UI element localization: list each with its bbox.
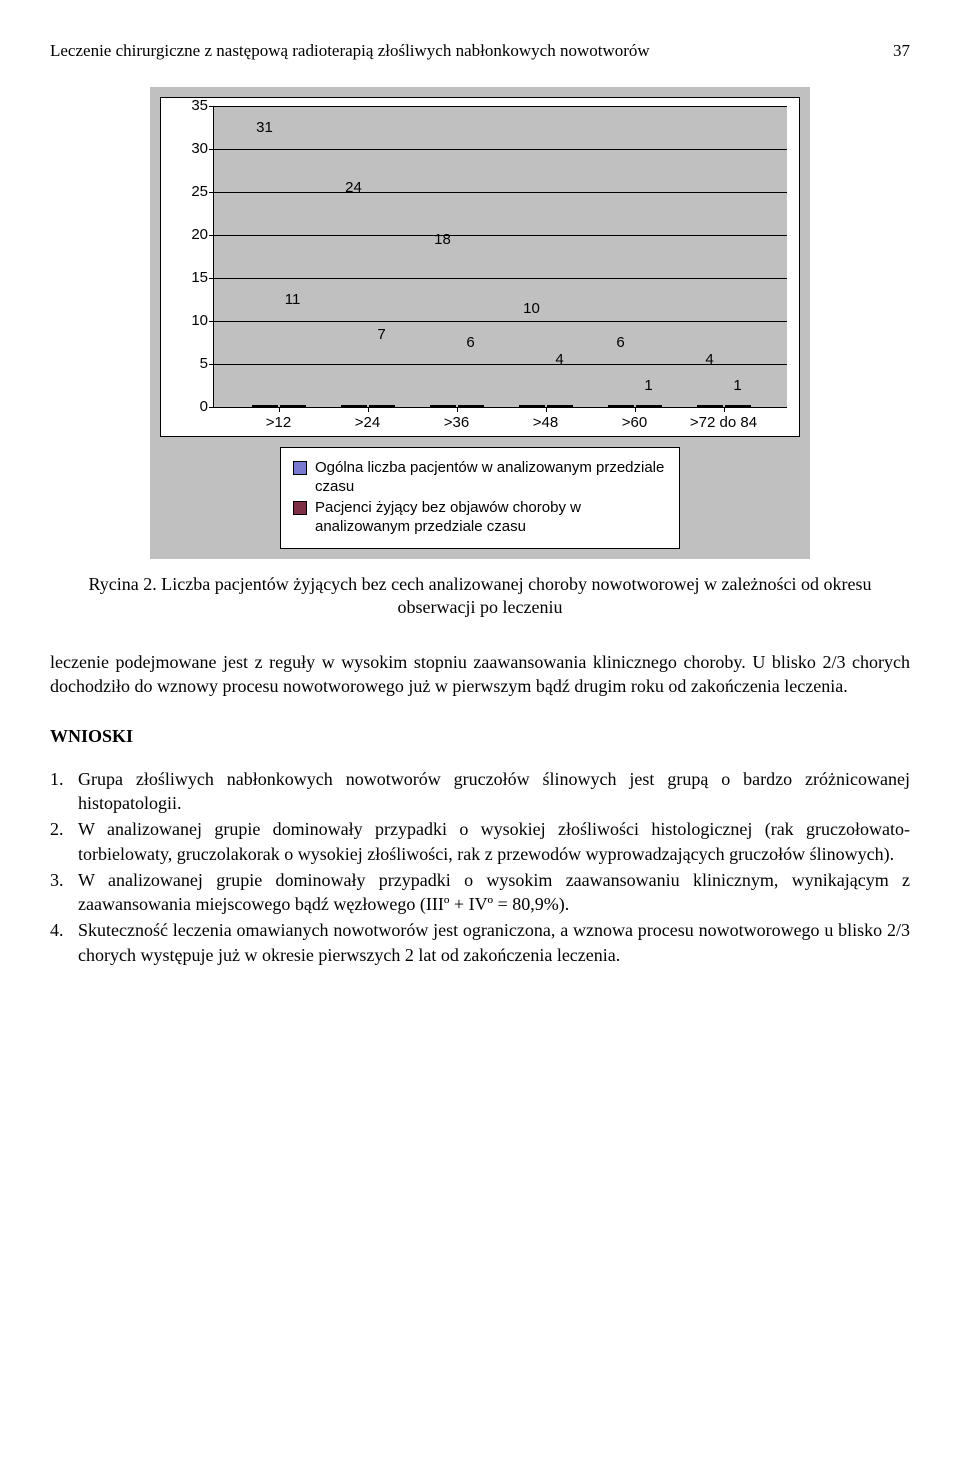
bar-chart: 051015202530353111>12247>24186>36104>486… [150,87,810,559]
bar [341,405,367,407]
value-label: 6 [466,333,474,353]
x-tick-mark [457,407,458,412]
value-label: 11 [285,290,301,310]
plot-frame: 051015202530353111>12247>24186>36104>486… [160,97,800,437]
bar [697,405,723,407]
y-tick-label: 15 [191,268,208,288]
value-label: 31 [256,118,273,138]
conclusion-item: W analizowanej grupie dominowały przypad… [50,868,910,917]
value-label: 10 [523,299,540,319]
x-tick-label: >36 [444,413,469,433]
y-tick-mark [209,364,214,365]
value-label: 7 [377,325,385,345]
bar [458,405,484,407]
conclusions-list: Grupa złośliwych nabłonkowych nowotworów… [50,767,910,967]
value-label: 1 [644,376,652,396]
gridline [214,278,787,279]
x-tick-label: >72 do 84 [690,413,757,433]
x-tick-label: >48 [533,413,558,433]
y-tick-mark [209,192,214,193]
y-tick-mark [209,407,214,408]
value-label: 4 [705,350,713,370]
y-tick-mark [209,149,214,150]
y-tick-label: 0 [200,397,208,417]
bar [636,405,662,407]
y-tick-label: 30 [191,139,208,159]
chart-frame: 051015202530353111>12247>24186>36104>486… [150,87,810,559]
y-tick-mark [209,321,214,322]
bar [608,405,634,407]
y-tick-label: 5 [200,354,208,374]
y-tick-mark [209,106,214,107]
gridline [214,149,787,150]
x-tick-mark [635,407,636,412]
legend-label: Pacjenci żyjący bez objawów choroby w an… [315,499,667,537]
gridline [214,321,787,322]
gridline [214,364,787,365]
legend-item: Pacjenci żyjący bez objawów choroby w an… [293,499,667,537]
y-tick-label: 25 [191,182,208,202]
bar [430,405,456,407]
bar [280,405,306,407]
value-label: 24 [345,178,362,198]
value-label: 1 [733,376,741,396]
legend-item: Ogólna liczba pacjentów w analizowanym p… [293,459,667,497]
x-tick-mark [546,407,547,412]
figure-caption-lead: Rycina 2. [89,574,157,594]
conclusion-item: W analizowanej grupie dominowały przypad… [50,817,910,866]
figure-caption: Rycina 2. Liczba pacjentów żyjących bez … [50,573,910,620]
gridline [214,192,787,193]
y-tick-mark [209,278,214,279]
y-tick-label: 35 [191,96,208,116]
figure-caption-text: Liczba pacjentów żyjących bez cech anali… [161,574,871,617]
y-tick-mark [209,235,214,236]
value-label: 6 [616,333,624,353]
bar [725,405,751,407]
bar [547,405,573,407]
bar [519,405,545,407]
value-label: 18 [434,230,451,250]
gridline [214,235,787,236]
value-label: 4 [555,350,563,370]
x-tick-label: >24 [355,413,380,433]
chart-legend: Ogólna liczba pacjentów w analizowanym p… [280,447,680,549]
legend-swatch-maroon [293,501,307,515]
bar [252,405,278,407]
x-tick-label: >60 [622,413,647,433]
legend-swatch-blue [293,461,307,475]
y-tick-label: 20 [191,225,208,245]
running-header: Leczenie chirurgiczne z następową radiot… [50,40,910,63]
x-tick-label: >12 [266,413,291,433]
x-tick-mark [279,407,280,412]
gridline [214,106,787,107]
x-tick-mark [724,407,725,412]
conclusion-item: Grupa złośliwych nabłonkowych nowotworów… [50,767,910,816]
section-heading-wnioski: WNIOSKI [50,724,910,748]
running-title: Leczenie chirurgiczne z następową radiot… [50,40,873,63]
x-tick-mark [368,407,369,412]
plot-area: 051015202530353111>12247>24186>36104>486… [213,106,787,408]
body-paragraph: leczenie podejmowane jest z reguły w wys… [50,650,910,699]
bar [369,405,395,407]
conclusion-item: Skuteczność leczenia omawianych nowotwor… [50,918,910,967]
page-number: 37 [893,40,910,63]
legend-label: Ogólna liczba pacjentów w analizowanym p… [315,459,667,497]
y-tick-label: 10 [191,311,208,331]
